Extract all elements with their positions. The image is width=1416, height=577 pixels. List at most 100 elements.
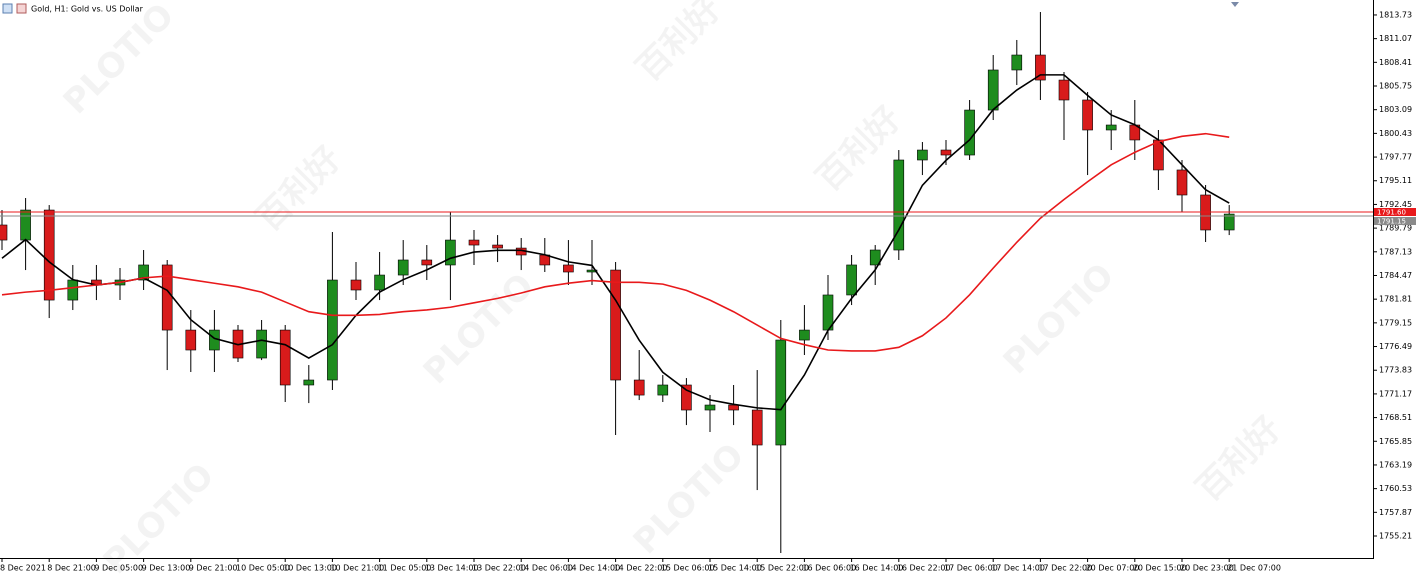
candle-body	[0, 224, 8, 241]
x-tick-label: 16 Dec 06:00	[802, 564, 856, 573]
y-tick-label: 1792.45	[1379, 200, 1412, 209]
x-tick-label: 17 Dec 06:00	[944, 564, 998, 573]
y-tick-label: 1779.15	[1379, 318, 1412, 327]
moving-average	[1, 74, 1230, 411]
y-tick-label: 1813.73	[1379, 10, 1412, 19]
candle-body	[1082, 99, 1093, 131]
y-tick-label: 1789.79	[1379, 224, 1412, 233]
candle-body	[751, 409, 763, 446]
menu-icon[interactable]	[2, 3, 13, 14]
y-tick-label: 1773.83	[1379, 366, 1412, 375]
candle-body	[1035, 54, 1046, 81]
y-tick-label: 1768.51	[1379, 413, 1412, 422]
candle-body	[185, 329, 197, 351]
moving-average	[1, 132, 1230, 352]
y-tick-label: 1800.43	[1379, 129, 1412, 138]
candle-body	[964, 109, 975, 156]
y-tick-label: 1795.11	[1379, 176, 1412, 185]
candle-body	[161, 264, 173, 331]
x-tick-label: 8 Dec 2021	[0, 564, 46, 573]
candle-body	[799, 329, 810, 341]
candle-body	[1058, 79, 1070, 101]
candle-body	[1105, 124, 1117, 131]
candle-body	[657, 384, 669, 396]
candle-body	[987, 69, 999, 111]
x-tick-label: 14 Dec 22:00	[614, 564, 668, 573]
candle-body	[846, 264, 857, 296]
chart-icon[interactable]	[16, 3, 27, 14]
candle-body	[610, 269, 621, 381]
candle-body	[681, 384, 692, 411]
price-badge	[1374, 207, 1416, 216]
y-tick-label: 1797.77	[1379, 153, 1412, 162]
x-tick-label: 8 Dec 21:00	[47, 564, 96, 573]
y-tick-label: 1805.75	[1379, 82, 1412, 91]
candle-body	[492, 244, 503, 249]
y-tick-label: 1757.87	[1379, 508, 1412, 517]
x-tick-label: 10 Dec 05:00	[236, 564, 290, 573]
y-tick-label: 1765.85	[1379, 437, 1412, 446]
candle-body	[256, 329, 267, 359]
y-tick-label: 1755.21	[1379, 532, 1412, 541]
chart-title: Gold, H1: Gold vs. US Dollar	[31, 5, 144, 14]
price-badge-label: 1791.15	[1377, 218, 1406, 226]
x-tick-label: 9 Dec 05:00	[94, 564, 143, 573]
candle-body	[43, 209, 55, 301]
candle-body	[869, 249, 881, 266]
y-tick-label: 1808.41	[1379, 58, 1412, 67]
x-tick-label: 9 Dec 21:00	[189, 564, 238, 573]
shift-marker	[1231, 2, 1239, 7]
candle-body	[20, 209, 31, 241]
candle-body	[1176, 169, 1188, 196]
candle-body	[1223, 213, 1235, 231]
x-tick-label: 13 Dec 14:00	[425, 564, 479, 573]
x-tick-label: 17 Dec 14:00	[991, 564, 1045, 573]
candle-body	[327, 279, 338, 381]
x-tick-label: 9 Dec 13:00	[142, 564, 191, 573]
candle-body	[303, 379, 315, 386]
candle-body	[468, 239, 480, 246]
y-tick-label: 1771.17	[1379, 389, 1412, 398]
price-badge	[1374, 217, 1416, 226]
x-tick-label: 15 Dec 14:00	[708, 564, 762, 573]
x-tick-label: 15 Dec 22:00	[755, 564, 809, 573]
y-tick-label: 1787.13	[1379, 247, 1412, 256]
candle-body	[940, 149, 952, 156]
candle-body	[421, 259, 433, 266]
x-tick-label: 20 Dec 15:00	[1133, 564, 1187, 573]
x-tick-label: 11 Dec 05:00	[378, 564, 432, 573]
x-tick-label: 14 Dec 14:00	[566, 564, 620, 573]
candle-body	[917, 149, 928, 161]
candle-body	[397, 259, 409, 276]
x-tick-label: 15 Dec 06:00	[661, 564, 715, 573]
x-tick-label: 21 Dec 07:00	[1227, 564, 1281, 573]
x-tick-label: 10 Dec 21:00	[330, 564, 384, 573]
x-tick-label: 17 Dec 22:00	[1038, 564, 1092, 573]
candle-body	[445, 239, 456, 266]
candle-body	[350, 279, 362, 291]
candle-body	[586, 269, 598, 273]
candle-body	[279, 329, 291, 386]
y-tick-label: 1811.07	[1379, 34, 1412, 43]
candle-body	[374, 274, 385, 291]
y-tick-label: 1763.19	[1379, 460, 1412, 469]
y-tick-label: 1803.09	[1379, 105, 1412, 114]
candle-body	[633, 379, 645, 396]
candle-body	[563, 264, 574, 273]
candle-body	[893, 159, 905, 251]
x-tick-label: 13 Dec 22:00	[472, 564, 526, 573]
candle-body	[728, 404, 739, 411]
price-badge-label: 1791.60	[1377, 208, 1406, 216]
y-tick-label: 1776.49	[1379, 342, 1412, 351]
y-tick-label: 1760.53	[1379, 484, 1412, 493]
x-tick-label: 16 Dec 22:00	[897, 564, 951, 573]
candle-body	[138, 264, 149, 281]
y-tick-label: 1781.81	[1379, 295, 1412, 304]
candle-body	[67, 279, 79, 301]
candle-body	[1011, 54, 1023, 71]
x-tick-label: 10 Dec 13:00	[283, 564, 337, 573]
x-tick-label: 20 Dec 07:00	[1086, 564, 1140, 573]
x-tick-label: 14 Dec 06:00	[519, 564, 573, 573]
